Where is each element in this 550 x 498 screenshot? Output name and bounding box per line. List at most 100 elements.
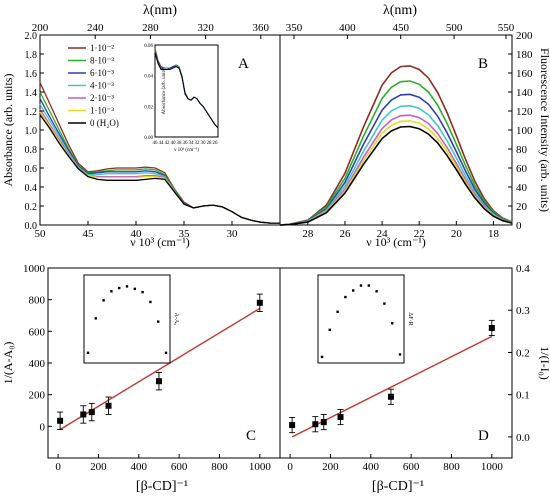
panel-c-xtick-label: 200 [90,461,107,473]
panel-d-xlabel: [β-CD]⁻¹ [372,479,424,494]
panel-d-ytick-label: 0.0 [516,432,530,444]
panel-b-label: B [478,56,488,72]
panel-b-top-label: λ(nm) [383,3,417,18]
panel-b-series-line [279,125,513,226]
inset-c-data-point [118,286,121,290]
panel-b-ytick-label: 40 [516,182,528,194]
panel-d-ytick-label: 0.2 [516,347,530,359]
panel-d-xtick-label: 800 [443,461,460,473]
panel-d-xtick-label: 1000 [481,461,504,473]
inset-d-data-point [398,353,402,356]
panel-c-xlabel: [β-CD]⁻¹ [136,479,188,494]
inset-c-data-point [110,290,113,293]
panel-a-ytick-label: 0.2 [25,202,38,213]
panel-a-xtick-label: 45 [83,228,95,240]
panel-a-ytick-label: 1.2 [25,107,38,118]
inset-a-frame [154,44,219,138]
inset-c-data-point [125,285,129,288]
inset-a-xtick-label: 38 [177,141,183,146]
inset-a-series-line [154,52,219,129]
panel-b-ytick-label: 180 [516,49,533,61]
panel-c-xtick-label: 600 [171,461,188,473]
inset-a-xtick-label: 28 [207,141,213,146]
inset-d-data-point [383,302,386,305]
inset-a-ytick-label: 0.00 [144,136,153,141]
inset-a-xlabel: ν 10³ (cm⁻¹) [174,147,199,153]
panel-a-series-line [39,82,280,224]
panel-a-top-tick-label: 320 [197,22,214,34]
panel-c-label: C [246,428,256,444]
panel-d-ylabel: 1/(I-I₀) [538,346,550,380]
panel-a-ytick-label: 1.6 [25,69,38,80]
panel-d-ytick-label: 0.1 [516,390,530,402]
inset-a-ytick-label: 0.06 [144,44,153,49]
panel-b-ylabel: Fluorescence Intensity (arb. units) [538,48,550,212]
inset-d-data-point [328,328,331,332]
panel-a-xtick-label: 30 [227,228,239,240]
panel-c-data-point [155,378,162,385]
panel-a-top-tick-label: 200 [32,22,49,34]
inset-d-data-point [359,284,363,287]
panel-b-series-line [279,80,513,226]
panel-b-xtick-label: 26 [339,228,351,240]
panel-d-ytick-label: 0.4 [516,263,530,275]
panel-b-ytick-label: 80 [516,144,528,156]
panel-d-data-point [488,324,495,331]
inset-a-xtick-label: 34 [189,141,195,146]
panel-a-ytick-label: 1.4 [25,88,38,99]
panel-a-top-label: λ(nm) [143,3,177,18]
inset-c-ylabel: A-A₀ [173,313,179,326]
inset-a-xtick-label: 42 [165,141,171,146]
legend-label: 1·10⁻² [90,43,114,53]
panel-c-data-point [105,402,112,409]
panel-c-data-point [80,411,87,418]
panel-d-frame [279,267,513,459]
legend-label: 4·10⁻³ [90,81,114,91]
panel-b-ytick-label: 120 [516,106,533,118]
panel-c-ytick-label: 1000 [23,263,46,275]
panel-c-ytick-label: 0 [40,421,46,433]
legend-label: 1·10⁻³ [90,106,114,116]
panel-d-data-point [289,422,296,429]
panel-b-ytick-label: 160 [516,68,533,80]
panel-a-top-tick-label: 280 [142,22,159,34]
legend-label: 8·10⁻³ [90,56,114,66]
inset-a-xtick-label: 32 [195,141,201,146]
panel-c-xtick-label: 800 [211,461,228,473]
panel-c-ylabel: 1/(A-A₀) [1,342,15,385]
inset-c-frame [83,274,171,364]
panel-a-xtick-label: 40 [131,228,143,240]
inset-d-ylabel: ΔF·R [407,312,413,325]
inset-d-data-point [320,355,324,359]
panel-b-xtick-label: 18 [488,228,500,240]
panel-a-series-line [39,111,280,224]
panel-b-ytick-label: 200 [516,30,533,42]
panel-b-ytick-label: 140 [516,87,533,99]
inset-a-xtick-label: 44 [159,141,165,146]
panel-c-ytick-label: 400 [29,358,46,370]
panel-c-xtick-label: 400 [131,461,148,473]
panel-d-data-point [312,421,319,428]
panel-b-xtick-label: 28 [302,228,314,240]
panel-b-series-line [279,65,513,226]
panel-a-ytick-label: 2.0 [25,31,38,42]
panel-b-top-tick-label: 550 [498,22,515,34]
inset-c-data-point [164,351,168,354]
panel-c-ytick-label: 800 [29,295,46,307]
panel-a-ytick-label: 1.8 [25,50,38,61]
panel-b-top-tick-label: 400 [339,22,356,34]
legend-label: 6·10⁻³ [90,68,114,78]
panel-a-ytick-label: 1.0 [25,126,38,137]
panel-d-xtick-label: 0 [287,461,293,473]
inset-c-data-point [149,300,152,304]
panel-a-top-tick-label: 240 [87,22,104,34]
panel-d-label: D [478,428,489,444]
panel-a-xtick-label: 35 [179,228,191,240]
panel-a-xlabel: ν 10³ (cm⁻¹) [130,235,190,249]
panel-a-ytick-label: 0.8 [25,145,38,156]
inset-d-data-point [344,295,347,299]
panel-c-ytick-label: 600 [29,326,46,338]
panel-b-top-tick-label: 500 [446,22,463,34]
panel-b-xtick-label: 24 [377,228,389,240]
